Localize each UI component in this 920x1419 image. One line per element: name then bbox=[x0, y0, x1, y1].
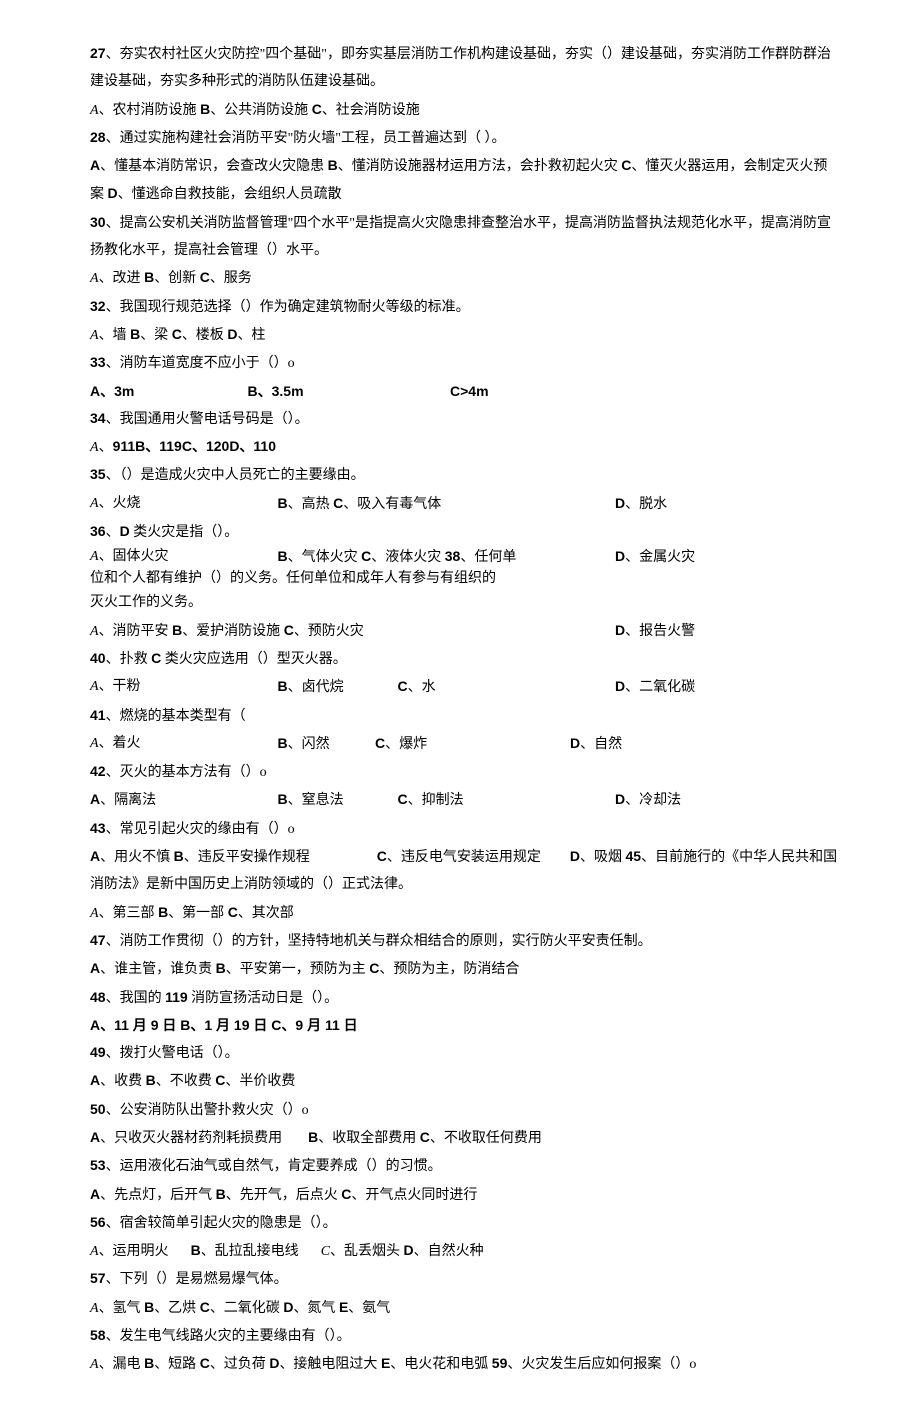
q35-text: 35、（）是造成火灾中人员死亡的主要缘由。 bbox=[90, 461, 840, 489]
q49-text: 49、拨打火警电话（）。 bbox=[90, 1039, 840, 1067]
q48-text: 48、我国的 119 消防宣扬活动日是（）。 bbox=[90, 984, 840, 1012]
q40-text: 40、扑救 C 类火灾应选用（）型灭火器。 bbox=[90, 645, 840, 673]
q38-cont: 位和个人都有维护（）的义务。任何单位和成年人有参与有组织的 bbox=[90, 568, 840, 589]
q28-opts: A、懂基本消防常识，会查改火灾隐患 B、懂消防设施器材运用方法，会扑救初起火灾 … bbox=[90, 152, 840, 209]
q56-text: 56、宿舍较简单引起火灾的隐患是（）。 bbox=[90, 1209, 840, 1237]
q40-opts: A、干粉 B、卤代烷 C、水 D、二氧化碳 bbox=[90, 673, 840, 701]
q41-text: 41、燃烧的基本类型有（ bbox=[90, 702, 840, 730]
q43-text: 43、常见引起火灾的缘由有（）o bbox=[90, 815, 840, 843]
q47-text: 47、消防工作贯彻（）的方针，坚持特地机关与群众相结合的原则，实行防火平安责任制… bbox=[90, 927, 840, 955]
q32-opts: A、墙 B、梁 C、楼板 D、柱 bbox=[90, 321, 840, 349]
q43-opts: A、用火不慎 B、违反平安操作规程 C、违反电气安装运用规定 D、吸烟 45、目… bbox=[90, 843, 840, 899]
q53-text: 53、运用液化石油气或自然气，肯定要养成（）的习惯。 bbox=[90, 1152, 840, 1180]
q48-opts: A、11 月 9 日 B、1 月 19 日 C、9 月 11 日 bbox=[90, 1012, 840, 1039]
q36-opts: A、固体火灾 B、气体火灾 C、液体火灾 38、任何单 D、金属火灾 bbox=[90, 546, 840, 568]
q27-text: 27、夯实农村社区火灾防控"四个基础"，即夯实基层消防工作机构建设基础，夯实（）… bbox=[90, 40, 840, 96]
q47-opts: A、谁主管，谁负责 B、平安第一，预防为主 C、预防为主，防消结合 bbox=[90, 955, 840, 983]
q27-opts: A、农村消防设施 B、公共消防设施 C、社会消防设施 bbox=[90, 96, 840, 124]
q34-text: 34、我国通用火警电话号码是（）。 bbox=[90, 405, 840, 433]
q53-opts: A、先点灯，后开气 B、先开气，后点火 C、开气点火同时进行 bbox=[90, 1181, 840, 1209]
q38-cont2: 灭火工作的义务。 bbox=[90, 589, 840, 616]
q32-text: 32、我国现行规范选择（）作为确定建筑物耐火等级的标准。 bbox=[90, 293, 840, 321]
q35-opts: A、火烧 B、高热 C、吸入有毒气体 D、脱水 bbox=[90, 490, 840, 518]
q57-opts: A、氢气 B、乙烘 C、二氧化碳 D、氮气 E、氨气 bbox=[90, 1294, 840, 1322]
q36-text: 36、D 类火灾是指（）。 bbox=[90, 518, 840, 546]
q33-opts: A、3m B、3.5m C>4m bbox=[90, 378, 840, 405]
q58-opts: A、漏电 B、短路 C、过负荷 D、接触电阻过大 E、电火花和电弧 59、火灾发… bbox=[90, 1350, 840, 1378]
q30-text: 30、提高公安机关消防监督管理"四个水平"是指提高火灾隐患排查整治水平，提高消防… bbox=[90, 209, 840, 265]
q30-opts: A、改进 B、创新 C、服务 bbox=[90, 264, 840, 292]
q38-opts: A、消防平安 B、爱护消防设施 C、预防火灾 D、报告火警 bbox=[90, 617, 840, 645]
q57-text: 57、下列（）是易燃易爆气体。 bbox=[90, 1265, 840, 1293]
q56-opts: A、运用明火B、乱拉乱接电线C、乱丢烟头 D、自然火种 bbox=[90, 1237, 840, 1265]
q45-opts: A、第三部 B、第一部 C、其次部 bbox=[90, 899, 840, 927]
q28-text: 28、通过实施构建社会消防平安"防火墙"工程，员工普遍达到（ ）。 bbox=[90, 124, 840, 152]
q42-opts: A、隔离法 B、窒息法 C、抑制法 D、冷却法 bbox=[90, 786, 840, 814]
q34-opts: A、911B、119C、120D、110 bbox=[90, 433, 840, 461]
q49-opts: A、收费 B、不收费 C、半价收费 bbox=[90, 1067, 840, 1095]
q33-text: 33、消防车道宽度不应小于（）o bbox=[90, 349, 840, 377]
q50-opts: A、只收灭火器材药剂耗损费用B、收取全部费用 C、不收取任何费用 bbox=[90, 1124, 840, 1152]
q41-opts: A、着火 B、闪然 C、爆炸 D、自然 bbox=[90, 730, 840, 758]
q42-text: 42、灭火的基本方法有（）o bbox=[90, 758, 840, 786]
q50-text: 50、公安消防队出警扑救火灾（）o bbox=[90, 1096, 840, 1124]
q58-text: 58、发生电气线路火灾的主要缘由有（）。 bbox=[90, 1322, 840, 1350]
